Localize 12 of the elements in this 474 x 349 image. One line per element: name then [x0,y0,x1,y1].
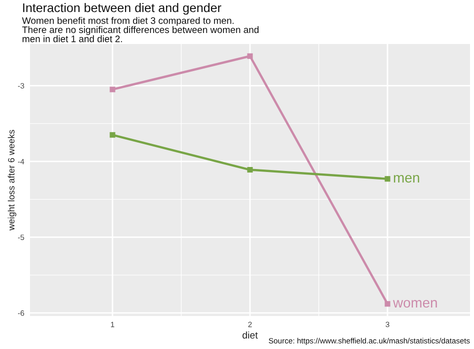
chart-title: Interaction between diet and gender [23,3,222,15]
point [384,176,390,182]
series-label: women [392,300,437,308]
chart-subtitle: Women benefit most from diet 3 compared to men. There are no significant differences between women and men in diet 1 and diet 2. [22,17,259,42]
point [247,166,253,173]
point [247,53,253,59]
point [384,301,390,307]
point [110,132,116,138]
y-axis-title: weight loss after 6 weeks [8,130,16,230]
x-axis-title: diet [242,331,258,339]
series-label: men [394,174,420,183]
point [110,86,116,92]
